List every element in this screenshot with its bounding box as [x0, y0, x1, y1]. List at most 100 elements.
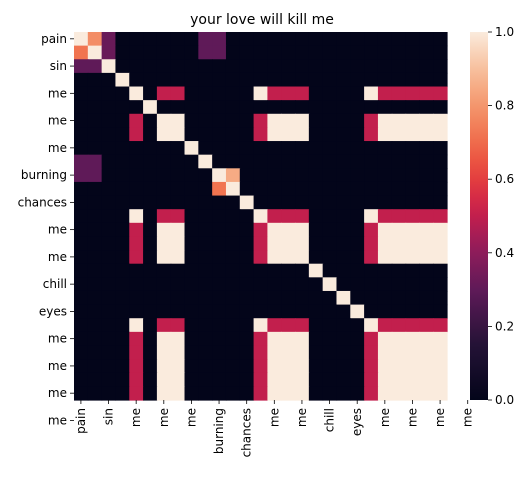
heatmap-cell — [143, 86, 158, 101]
heatmap-cell — [129, 154, 144, 169]
heatmap-cell — [350, 331, 365, 347]
colorbar — [470, 32, 488, 400]
heatmap-cell — [74, 386, 89, 401]
heatmap-cell — [239, 250, 255, 265]
heatmap-cell — [115, 100, 130, 115]
heatmap-cell — [115, 250, 130, 265]
heatmap-cell — [281, 236, 296, 251]
heatmap-cell — [267, 263, 282, 278]
heatmap-cell — [156, 250, 172, 265]
heatmap-cell — [433, 345, 448, 360]
heatmap-cell — [322, 181, 338, 197]
heatmap-cell — [253, 304, 268, 319]
heatmap-cell — [336, 100, 351, 115]
heatmap-cell — [253, 222, 268, 238]
heatmap-cell — [281, 345, 296, 360]
heatmap-cell — [253, 195, 268, 210]
heatmap-cell — [433, 277, 448, 292]
heatmap-cell — [143, 72, 158, 88]
heatmap-cell — [281, 222, 296, 238]
heatmap-cell — [433, 263, 448, 278]
heatmap-cell — [170, 359, 186, 374]
x-tick-label: me — [295, 408, 309, 427]
heatmap-cell — [239, 32, 255, 47]
heatmap-cell — [198, 222, 213, 238]
heatmap-cell — [170, 113, 186, 129]
heatmap-cell — [322, 318, 338, 333]
heatmap-cell — [87, 386, 103, 401]
heatmap-cell — [433, 154, 448, 169]
heatmap-cell — [391, 386, 407, 401]
heatmap-cell — [377, 154, 393, 169]
heatmap-cell — [74, 304, 89, 319]
y-tick-label: sin — [50, 59, 67, 73]
heatmap-cell — [295, 127, 310, 142]
heatmap-cell — [198, 345, 213, 360]
x-tick-label: pain — [74, 408, 88, 434]
heatmap-cell — [198, 113, 213, 129]
heatmap-cell — [267, 372, 282, 387]
heatmap-cell — [267, 209, 282, 224]
colorbar-ticks: 0.0 0.2 0.4 0.6 0.8 1.0 — [488, 25, 514, 407]
heatmap-cell — [364, 59, 379, 74]
heatmap-cell — [308, 127, 324, 142]
heatmap-cell — [239, 236, 255, 251]
heatmap-cells — [74, 32, 448, 401]
heatmap-cell — [74, 86, 89, 101]
heatmap-cell — [212, 113, 227, 129]
heatmap-cell — [129, 331, 144, 347]
heatmap-cell — [391, 59, 407, 74]
heatmap-cell — [364, 86, 379, 101]
heatmap-cell — [156, 263, 172, 278]
heatmap-cell — [350, 100, 365, 115]
heatmap-cell — [129, 263, 144, 278]
heatmap-cell — [101, 127, 117, 142]
heatmap-cell — [143, 277, 158, 292]
heatmap-cell — [156, 100, 172, 115]
heatmap-cell — [101, 331, 117, 347]
heatmap-cell — [350, 304, 365, 319]
heatmap-cell — [364, 168, 379, 183]
heatmap-cell — [281, 141, 296, 156]
heatmap-cell — [87, 372, 103, 387]
heatmap-cell — [295, 32, 310, 47]
heatmap-cell — [281, 168, 296, 183]
heatmap-cell — [101, 154, 117, 169]
heatmap-cell — [101, 209, 117, 224]
heatmap-cell — [377, 386, 393, 401]
heatmap-cell — [115, 222, 130, 238]
heatmap-cell — [101, 32, 117, 47]
y-tick-label: me — [48, 359, 67, 373]
heatmap-cell — [433, 304, 448, 319]
heatmap-cell — [295, 86, 310, 101]
heatmap-cell — [336, 32, 351, 47]
heatmap-cell — [364, 290, 379, 306]
heatmap-cell — [74, 222, 89, 238]
y-tick-label: eyes — [39, 304, 67, 318]
heatmap-cell — [281, 113, 296, 129]
heatmap-cell — [156, 127, 172, 142]
heatmap-cell — [350, 113, 365, 129]
heatmap-cell — [198, 154, 213, 169]
heatmap-cell — [405, 372, 420, 387]
x-tick-label: me — [184, 408, 198, 427]
x-axis: pain sin me me me burning chances me me chill eyes… — [74, 400, 475, 457]
heatmap-cell — [115, 277, 130, 292]
heatmap-cell — [308, 113, 324, 129]
heatmap-cell — [156, 277, 172, 292]
heatmap-cell — [419, 386, 434, 401]
heatmap-cell — [322, 331, 338, 347]
heatmap-cell — [419, 345, 434, 360]
heatmap-cell — [308, 222, 324, 238]
heatmap-cell — [405, 168, 420, 183]
heatmap-cell — [129, 372, 144, 387]
heatmap-cell — [225, 100, 241, 115]
heatmap-cell — [377, 195, 393, 210]
heatmap-cell — [212, 195, 227, 210]
heatmap-cell — [419, 277, 434, 292]
heatmap-cell — [198, 168, 213, 183]
heatmap-cell — [336, 372, 351, 387]
heatmap-cell — [419, 168, 434, 183]
heatmap-cell — [115, 331, 130, 347]
heatmap-cell — [377, 345, 393, 360]
